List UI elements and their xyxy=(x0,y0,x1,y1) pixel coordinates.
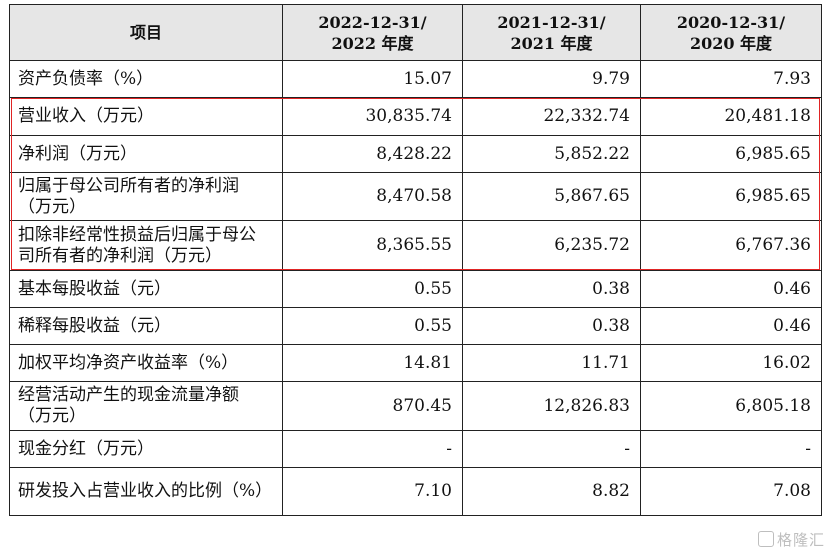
value-cell: 7.10 xyxy=(282,467,463,516)
value-cell: 6,805.18 xyxy=(640,381,822,431)
row-label: 营业收入（万元） xyxy=(9,97,283,136)
value-cell: 0.46 xyxy=(640,307,822,345)
header-item: 项目 xyxy=(9,4,283,61)
header-item-label: 项目 xyxy=(129,23,162,42)
value-cell: 5,852.22 xyxy=(462,135,641,173)
table-row: 加权平均净资产收益率（%） 14.81 11.71 16.02 xyxy=(9,344,822,382)
value-cell: 14.81 xyxy=(282,344,463,382)
header-2020-year: 2020 年度 xyxy=(689,33,773,53)
row-label: 扣除非经常性损益后归属于母公司所有者的净利润（万元） xyxy=(9,220,283,271)
header-2021-date: 2021-12-31/ xyxy=(497,12,606,32)
value-cell: 20,481.18 xyxy=(640,97,822,136)
value-cell: 5,867.65 xyxy=(462,172,641,221)
watermark-logo-icon xyxy=(757,531,774,547)
table-row: 净利润（万元） 8,428.22 5,852.22 6,985.65 xyxy=(9,135,822,173)
header-2022-date: 2022-12-31/ xyxy=(318,12,427,32)
row-label: 资产负债率（%） xyxy=(9,60,283,98)
header-2022: 2022-12-31/2022 年度 xyxy=(282,4,463,61)
value-cell: 7.93 xyxy=(640,60,822,98)
value-cell: 30,835.74 xyxy=(282,97,463,136)
value-cell: - xyxy=(462,430,641,468)
value-cell: 15.07 xyxy=(282,60,463,98)
table-row: 归属于母公司所有者的净利润（万元） 8,470.58 5,867.65 6,985.6… xyxy=(9,172,822,221)
value-cell: 0.55 xyxy=(282,307,463,345)
value-cell: 6,235.72 xyxy=(462,220,641,271)
value-cell: 0.46 xyxy=(640,270,822,308)
table-row: 营业收入（万元） 30,835.74 22,332.74 20,481.18 xyxy=(9,97,822,136)
header-2020-date: 2020-12-31/ xyxy=(676,12,786,32)
header-2021: 2021-12-31/2021 年度 xyxy=(462,4,641,61)
value-cell: 0.38 xyxy=(462,307,641,345)
row-label: 加权平均净资产收益率（%） xyxy=(9,344,283,382)
row-label: 经营活动产生的现金流量净额（万元） xyxy=(9,381,283,431)
header-row: 项目 2022-12-31/2022 年度 2021-12-31/2021 年度… xyxy=(9,4,822,61)
watermark: 格隆汇 xyxy=(757,529,825,550)
value-cell: 8,470.58 xyxy=(282,172,463,221)
row-label: 现金分红（万元） xyxy=(9,430,283,468)
value-cell: 0.38 xyxy=(462,270,641,308)
row-label: 基本每股收益（元） xyxy=(9,270,283,308)
financial-indicators-table: 项目 2022-12-31/2022 年度 2021-12-31/2021 年度… xyxy=(9,4,822,516)
table-row: 稀释每股收益（元） 0.55 0.38 0.46 xyxy=(9,307,822,345)
row-label: 研发投入占营业收入的比例（%） xyxy=(9,467,283,516)
table-row: 研发投入占营业收入的比例（%） 7.10 8.82 7.08 xyxy=(9,467,822,516)
value-cell: - xyxy=(640,430,822,468)
value-cell: 16.02 xyxy=(640,344,822,382)
value-cell: 22,332.74 xyxy=(462,97,641,136)
value-cell: 8,428.22 xyxy=(282,135,463,173)
header-2021-year: 2021 年度 xyxy=(510,33,593,53)
value-cell: 6,985.65 xyxy=(640,172,822,221)
value-cell: 11.71 xyxy=(462,344,641,382)
value-cell: 6,985.65 xyxy=(640,135,822,173)
row-label: 净利润（万元） xyxy=(9,135,283,173)
value-cell: 7.08 xyxy=(640,467,822,516)
value-cell: - xyxy=(282,430,463,468)
value-cell: 9.79 xyxy=(462,60,641,98)
row-label: 稀释每股收益（元） xyxy=(9,307,283,345)
table-row: 扣除非经常性损益后归属于母公司所有者的净利润（万元） 8,365.55 6,235.… xyxy=(9,220,822,271)
table-row: 经营活动产生的现金流量净额（万元） 870.45 12,826.83 6,805.18 xyxy=(9,381,822,431)
header-2022-year: 2022 年度 xyxy=(331,33,414,53)
table-row: 资产负债率（%） 15.07 9.79 7.93 xyxy=(9,60,822,98)
value-cell: 0.55 xyxy=(282,270,463,308)
value-cell: 8,365.55 xyxy=(282,220,463,271)
value-cell: 870.45 xyxy=(282,381,463,431)
table-row: 基本每股收益（元） 0.55 0.38 0.46 xyxy=(9,270,822,308)
table-row: 现金分红（万元） - - - xyxy=(9,430,822,468)
watermark-text: 格隆汇 xyxy=(776,531,825,549)
header-2020: 2020-12-31/2020 年度 xyxy=(640,4,822,61)
value-cell: 6,767.36 xyxy=(640,220,822,271)
value-cell: 8.82 xyxy=(462,467,641,516)
value-cell: 12,826.83 xyxy=(462,381,641,431)
row-label: 归属于母公司所有者的净利润（万元） xyxy=(9,172,283,221)
